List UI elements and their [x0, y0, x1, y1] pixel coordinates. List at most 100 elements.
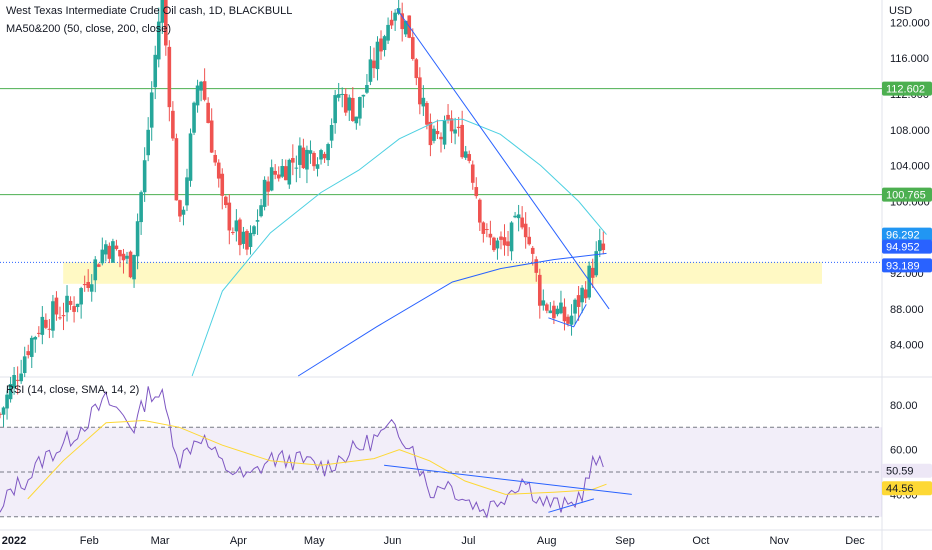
candle	[125, 251, 129, 264]
candle	[231, 227, 235, 235]
price-badge-label: 112.602	[886, 84, 925, 96]
candle	[47, 319, 52, 339]
candle	[400, 2, 404, 42]
rsi-tick-label: 60.00	[890, 445, 918, 457]
price-badge-label: 94.952	[886, 242, 920, 254]
candle-body	[428, 121, 433, 146]
candle-body	[167, 46, 172, 108]
candle	[51, 294, 55, 338]
rsi-trendline-0	[384, 464, 632, 495]
candle	[54, 291, 59, 321]
candle-body	[118, 249, 122, 257]
price-tick-label: 84.000	[890, 340, 924, 352]
candle	[576, 285, 581, 321]
candle-body	[79, 288, 83, 305]
candle-body	[393, 12, 397, 21]
candle-body	[89, 284, 94, 292]
candle-body	[227, 202, 232, 231]
candle	[44, 313, 48, 330]
candle-body	[47, 328, 52, 330]
candle-body	[213, 154, 218, 163]
candle	[315, 157, 320, 177]
candle-body	[446, 114, 450, 121]
time-tick-label: Jul	[461, 535, 475, 547]
candle-body	[273, 170, 277, 175]
candle-body	[453, 129, 457, 134]
candle	[199, 80, 203, 102]
candle-body	[125, 255, 129, 259]
candle	[428, 113, 433, 157]
candle	[79, 286, 83, 319]
candle-body	[418, 77, 422, 105]
candle	[213, 150, 218, 166]
candle	[202, 68, 207, 102]
candle	[432, 125, 436, 144]
candle-body	[298, 145, 302, 165]
candle-body	[44, 319, 48, 328]
candle	[273, 164, 277, 180]
candle-body	[386, 24, 390, 41]
candle-body	[68, 300, 73, 305]
candle-body	[534, 259, 539, 273]
candle	[329, 118, 334, 149]
candle-body	[410, 37, 415, 59]
candle	[418, 67, 422, 115]
candle	[89, 274, 94, 302]
candle-body	[280, 166, 285, 177]
candle	[111, 238, 115, 263]
candle-body	[425, 103, 429, 125]
candle	[301, 138, 306, 170]
candle-body	[142, 160, 147, 193]
candle	[135, 213, 140, 270]
candle	[319, 148, 323, 165]
candle-body	[234, 220, 239, 232]
candle	[372, 47, 376, 79]
candle-body	[75, 303, 80, 308]
candle	[153, 45, 158, 100]
candle-body	[255, 220, 260, 222]
candle	[467, 150, 472, 164]
candle	[40, 306, 45, 345]
price-badge-label: 96.292	[886, 230, 920, 242]
candle	[358, 96, 362, 126]
time-tick-label: Apr	[230, 535, 247, 547]
candle-body	[276, 174, 281, 179]
candle-body	[209, 120, 214, 153]
candle-body	[269, 167, 274, 191]
candle	[308, 140, 313, 164]
candle-body	[347, 97, 352, 111]
candle	[167, 40, 172, 122]
candle-body	[414, 59, 419, 79]
candle-body	[149, 92, 154, 128]
candle	[146, 117, 150, 162]
candle	[58, 306, 62, 320]
candle	[351, 87, 355, 122]
candle	[72, 296, 76, 323]
candle-body	[569, 315, 574, 325]
candle-body	[552, 305, 556, 319]
candle	[520, 206, 524, 230]
candle-body	[93, 259, 98, 281]
candle-body	[379, 38, 383, 52]
candle-body	[389, 19, 394, 26]
candle-body	[262, 179, 267, 207]
candle	[442, 115, 447, 150]
price-tick-label: 88.000	[890, 304, 924, 316]
candle	[474, 177, 479, 199]
candle-body	[601, 243, 606, 251]
candle-body	[382, 36, 387, 51]
candle-body	[220, 173, 225, 196]
time-tick-label: Mar	[151, 535, 170, 547]
candle	[37, 326, 41, 338]
candle	[294, 155, 299, 183]
candle	[492, 236, 496, 252]
time-tick-label: 2022	[2, 535, 26, 547]
candle-body	[365, 85, 369, 93]
candle	[238, 217, 242, 256]
candle	[174, 133, 179, 201]
candle-body	[135, 221, 140, 257]
candle	[545, 302, 549, 314]
candle	[206, 97, 210, 124]
candle	[583, 281, 588, 304]
